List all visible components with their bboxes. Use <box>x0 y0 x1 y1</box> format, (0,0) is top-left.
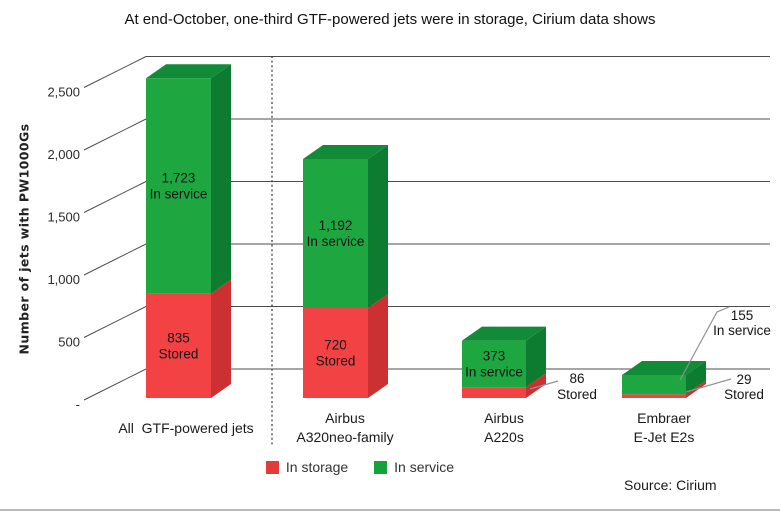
grid-diagonal <box>83 243 147 276</box>
bar-2-stored-side <box>526 373 546 398</box>
bar-1-stored-side <box>368 294 388 398</box>
grid-diagonal <box>83 181 147 213</box>
y-tick-label: 1,500 <box>47 210 80 225</box>
segment-value-label: 1,192 <box>319 218 353 233</box>
bar-0-top <box>146 64 231 79</box>
bar-1-stored-front <box>303 308 368 398</box>
y-tick-label: 2,000 <box>47 147 80 162</box>
category-label-a220: Airbus A220s <box>484 410 524 445</box>
bar-0-service-front <box>146 78 211 294</box>
bar-0-service-side <box>211 64 231 294</box>
bar-2-top <box>462 326 546 341</box>
segment-value-label: 835 <box>167 330 190 345</box>
label-leader-line <box>685 378 732 393</box>
bar-3-service-front <box>622 375 686 395</box>
legend-item-in-service: In service <box>374 459 454 475</box>
legend: In storage In service <box>0 459 720 475</box>
source-credit: Source: Cirium <box>624 477 717 493</box>
segment-value-label: 720 <box>324 338 347 353</box>
legend-label-in-storage: In storage <box>285 459 349 475</box>
bar-2-stored-front <box>462 387 526 398</box>
bar-2-service-side <box>526 326 546 388</box>
legend-label-in-service: In service <box>394 459 455 475</box>
label-leader-line <box>529 380 559 390</box>
bottom-divider <box>0 509 780 511</box>
segment-name-label: Stored <box>557 387 597 402</box>
y-tick-label: 500 <box>58 335 80 350</box>
category-label-a320neo: Airbus A320neo-family <box>296 410 394 445</box>
segment-value-label: 86 <box>569 371 584 386</box>
in-service-swatch-icon <box>374 460 388 474</box>
y-tick-label: 1,000 <box>47 272 80 287</box>
grid-diagonal <box>83 306 147 338</box>
bar-0-stored-side <box>211 279 231 398</box>
bar-3-service-side <box>686 361 706 395</box>
bar-1-service-front <box>303 159 368 308</box>
segment-value-label: 29 <box>736 372 751 387</box>
segment-name-label: In service <box>713 323 771 338</box>
grid-diagonal <box>83 368 147 401</box>
in-storage-swatch-icon <box>265 460 279 474</box>
label-leader-line <box>679 306 730 381</box>
legend-item-in-storage: In storage <box>265 459 349 475</box>
grid-diagonal <box>83 56 147 88</box>
segment-name-label: Stored <box>724 387 764 402</box>
y-axis-title: Number of jets with PW1000Gs <box>16 123 32 355</box>
category-label-embraer-e2: Embraer E-Jet E2s <box>633 410 695 445</box>
grid-diagonal <box>83 118 147 151</box>
segment-value-label: 1,723 <box>162 170 196 185</box>
segment-value-label: 155 <box>731 308 754 323</box>
bar-0-stored-front <box>146 293 211 398</box>
y-tick-label: 2,500 <box>47 85 80 100</box>
chart-title: At end-October, one-third GTF-powered je… <box>124 11 656 28</box>
bar-3-stored-front <box>622 394 686 398</box>
bars <box>146 64 706 398</box>
segment-value-label: 373 <box>483 348 506 363</box>
segment-name-label: Stored <box>316 354 356 369</box>
segment-name-label: In service <box>465 364 523 379</box>
segment-name-label: In service <box>150 186 208 201</box>
bar-2-service-front <box>462 340 526 388</box>
y-tick-label: - <box>76 397 80 412</box>
bar-1-service-side <box>368 145 388 308</box>
bar-1-top <box>303 145 388 159</box>
segment-name-label: In service <box>307 234 365 249</box>
category-label-all-gtf: All GTF-powered jets <box>118 419 254 436</box>
segment-name-label: Stored <box>159 346 199 361</box>
